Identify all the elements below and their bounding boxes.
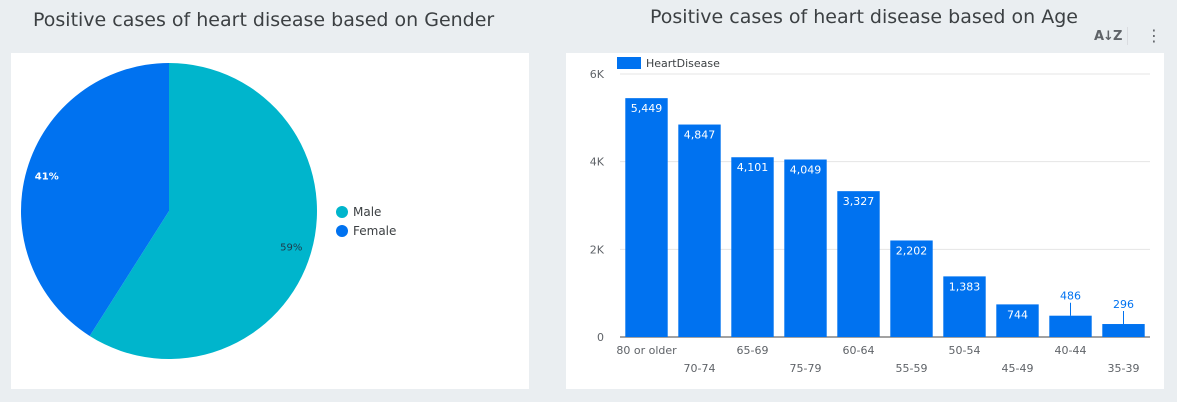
x-tick-label: 35-39 [1108,362,1140,375]
bar-value-label: 3,327 [843,195,875,208]
bar-value-label: 1,383 [949,280,981,293]
legend-label-male[interactable]: Male [353,205,381,219]
bar[interactable] [678,124,721,338]
legend-label-heartdisease[interactable]: HeartDisease [646,57,720,70]
pie-slice-female[interactable] [20,63,169,336]
bar[interactable] [837,191,880,337]
gender-chart-title: Positive cases of heart disease based on… [33,9,495,31]
gender-chart-card: 59% 41% Male Female [11,53,529,389]
age-chart-card: 0 2K 4K 6K HeartDisease 5,449 80 or older 4,847… [566,53,1164,389]
x-tick-label: 65-69 [737,344,769,357]
age-chart-title: Positive cases of heart disease based on… [650,6,1078,28]
bar-value-label: 486 [1060,290,1081,303]
bar[interactable] [943,276,986,337]
bar[interactable] [996,304,1039,337]
bar[interactable] [625,98,668,338]
x-tick-label: 55-59 [896,362,928,375]
x-tick-label: 70-74 [684,362,716,375]
x-tick-label: 60-64 [843,344,875,357]
legend-label-female[interactable]: Female [353,224,396,238]
x-tick-label: 75-79 [790,362,822,375]
bar-value-label: 2,202 [896,244,928,257]
gender-pie-chart: 59% 41% Male Female [20,63,396,359]
y-tick-label: 4K [590,156,605,169]
more-vert-icon[interactable]: ⋮ [1146,26,1162,45]
legend-swatch-male [336,206,348,218]
bar[interactable] [1049,315,1092,337]
pie-label-male: 59% [280,243,302,254]
legend-swatch-heartdisease [617,57,641,69]
y-tick-label: 0 [597,331,604,344]
bar-value-label: 4,847 [684,129,716,142]
pie-label-female: 41% [35,171,59,182]
bar-value-label: 5,449 [631,102,663,115]
x-tick-label: 45-49 [1002,362,1034,375]
bar[interactable] [890,240,933,337]
toolbar-divider [1127,27,1128,45]
x-tick-label: 50-54 [949,344,981,357]
bar-value-label: 4,049 [790,164,822,177]
pie-slice-male[interactable] [89,63,317,359]
sort-az-icon[interactable]: A↓Z [1094,29,1122,44]
bar-value-label: 744 [1007,308,1028,321]
bar[interactable] [784,159,827,337]
x-tick-label: 80 or older [616,344,677,357]
age-bar-chart: 0 2K 4K 6K HeartDisease 5,449 80 or older 4,847… [590,57,1150,375]
y-tick-label: 6K [590,68,605,81]
legend-swatch-female [336,225,348,237]
bar[interactable] [1102,324,1145,337]
bar[interactable] [731,157,774,337]
bar-value-label: 296 [1113,298,1134,311]
y-tick-label: 2K [590,243,605,256]
bar-value-label: 4,101 [737,161,769,174]
x-tick-label: 40-44 [1055,344,1087,357]
